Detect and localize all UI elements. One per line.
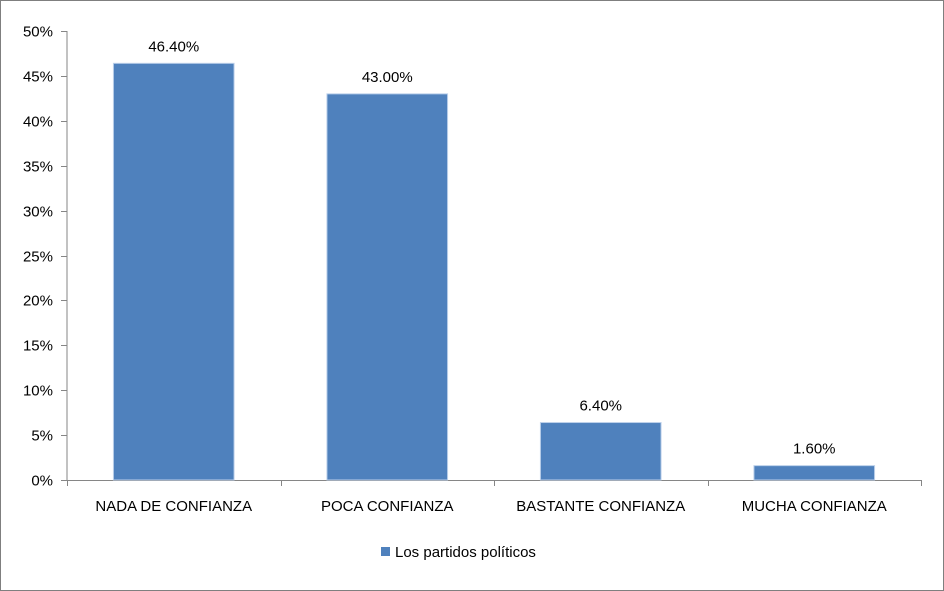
x-axis: NADA DE CONFIANZA POCA CONFIANZA BASTANTE … — [67, 480, 922, 515]
y-axis: 0% 5% 10% 15% 20% 25% 30% 35% 40% 45% 50% — [23, 24, 68, 490]
data-label: 46.40% — [148, 38, 199, 55]
y-tick-label: 10% — [23, 383, 53, 400]
y-tick-label: 25% — [23, 249, 53, 266]
y-tick-label: 30% — [23, 204, 53, 221]
y-tick-label: 45% — [23, 69, 53, 86]
y-tick-label: 0% — [31, 473, 53, 490]
bar — [753, 465, 876, 481]
y-tick-label: 40% — [23, 114, 53, 131]
data-label: 6.40% — [579, 398, 622, 415]
y-tick-label: 15% — [23, 338, 53, 355]
y-tick-label: 20% — [23, 293, 53, 310]
bar — [112, 62, 235, 481]
data-label: 1.60% — [793, 441, 836, 458]
x-category-label: BASTANTE CONFIANZA — [516, 498, 685, 515]
bars — [112, 62, 876, 481]
x-category-label: POCA CONFIANZA — [321, 498, 454, 515]
data-labels: 46.40% 43.00% 6.40% 1.60% — [148, 38, 835, 457]
x-category-label: MUCHA CONFIANZA — [742, 498, 887, 515]
y-tick-label: 5% — [31, 428, 53, 445]
y-tick-label: 50% — [23, 24, 53, 41]
legend-label: Los partidos políticos — [395, 544, 536, 561]
x-category-label: NADA DE CONFIANZA — [95, 498, 252, 515]
y-tick-label: 35% — [23, 159, 53, 176]
bar — [326, 93, 449, 481]
legend-swatch — [381, 547, 390, 556]
bar — [539, 422, 662, 481]
data-label: 43.00% — [362, 69, 413, 86]
legend: Los partidos políticos — [381, 544, 536, 561]
